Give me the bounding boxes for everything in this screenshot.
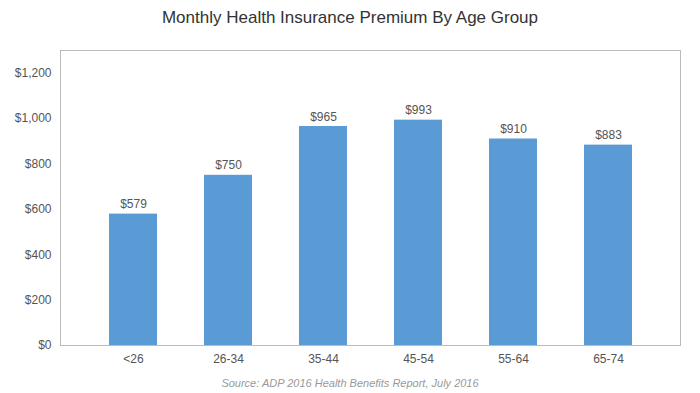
svg-text:$1,000: $1,000: [15, 111, 52, 125]
svg-text:$993: $993: [405, 103, 432, 117]
svg-text:$600: $600: [25, 202, 52, 216]
svg-text:$883: $883: [595, 128, 622, 142]
svg-text:$800: $800: [25, 157, 52, 171]
svg-text:55-64: 55-64: [498, 352, 529, 366]
svg-text:$965: $965: [310, 110, 337, 124]
svg-text:$0: $0: [38, 338, 52, 352]
svg-text:35-44: 35-44: [308, 352, 339, 366]
svg-text:45-54: 45-54: [403, 352, 434, 366]
svg-text:$200: $200: [25, 293, 52, 307]
svg-text:$750: $750: [215, 158, 242, 172]
svg-text:26-34: 26-34: [213, 352, 244, 366]
html-text:Monthly Health Insurance Premi: Monthly Health Insurance Premium By Age …: [162, 8, 538, 27]
html-text:Source: ADP 2016 Health Benefi: Source: ADP 2016 Health Benefits Report,…: [221, 377, 479, 389]
svg-text:<26: <26: [123, 352, 144, 366]
svg-text:$1,200: $1,200: [15, 66, 52, 80]
svg-text:$400: $400: [25, 248, 52, 262]
svg-text:65-74: 65-74: [593, 352, 624, 366]
svg-text:$910: $910: [500, 122, 527, 136]
svg-text:$579: $579: [120, 197, 147, 211]
